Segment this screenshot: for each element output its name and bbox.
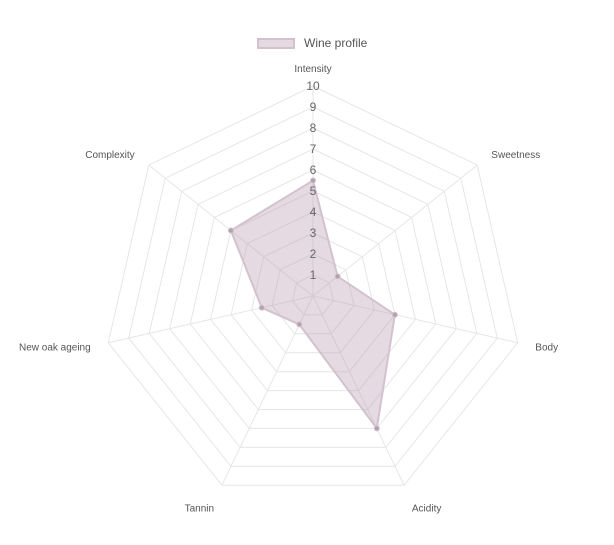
axis-labels: Intensity Sweetness Body Acidity Tannin New o…	[19, 64, 558, 514]
grid-ring-7	[169, 148, 457, 429]
data-point-sweetness[interactable]	[334, 273, 341, 280]
series-area	[229, 178, 396, 431]
grid-ring-10	[107, 85, 519, 486]
axis-label-sweetness: Sweetness	[491, 150, 540, 161]
tick-label-10: 10	[306, 79, 320, 93]
spoke-3	[312, 295, 405, 486]
grid-ring-4	[230, 211, 396, 373]
spoke-5	[108, 295, 314, 344]
legend-swatch	[257, 37, 295, 49]
data-point-tannin[interactable]	[296, 321, 303, 328]
axis-label-complexity: Complexity	[85, 150, 134, 161]
data-point-intensity[interactable]	[310, 177, 316, 184]
grid-ring-8	[148, 127, 478, 448]
grid-ring-5	[210, 190, 416, 392]
spoke-1	[312, 164, 478, 297]
legend-label: Wine profile	[304, 36, 368, 50]
spoke-4	[221, 295, 314, 486]
axis-label-body: Body	[535, 343, 558, 354]
axis-label-new-oak-ageing: New oak ageing	[19, 343, 91, 354]
series-area-0	[229, 178, 396, 431]
tick-label-2: 2	[310, 247, 317, 261]
grid	[107, 85, 519, 486]
tick-label-8: 8	[310, 121, 317, 135]
spoke-2	[312, 295, 518, 344]
axis-label-tannin: Tannin	[185, 503, 214, 514]
grid-ring-1	[291, 274, 335, 316]
data-point-complexity[interactable]	[227, 227, 234, 234]
grid-ring-6	[189, 169, 437, 410]
axis-label-intensity: Intensity	[294, 64, 331, 75]
legend[interactable]: Wine profile	[257, 35, 367, 51]
tick-label-4: 4	[310, 205, 317, 219]
grid-ring-3	[251, 232, 375, 354]
data-point-new-oak-ageing[interactable]	[258, 304, 265, 311]
data-point-acidity[interactable]	[373, 425, 380, 432]
tick-label-3: 3	[310, 226, 317, 240]
data-point-body[interactable]	[391, 311, 398, 318]
grid-ring-9	[128, 106, 498, 467]
grid-ring-2	[271, 253, 355, 335]
tick-label-6: 6	[310, 163, 317, 177]
tick-label-7: 7	[310, 142, 317, 156]
tick-label-9: 9	[310, 100, 317, 114]
tick-label-5: 5	[310, 184, 317, 198]
spokes	[108, 86, 518, 486]
axis-label-acidity: Acidity	[412, 503, 441, 514]
series-points	[227, 177, 398, 432]
tick-label-1: 1	[310, 268, 317, 282]
radial-tick-labels: 1 2 3 4 5 6 7 8 9 10	[306, 79, 320, 282]
